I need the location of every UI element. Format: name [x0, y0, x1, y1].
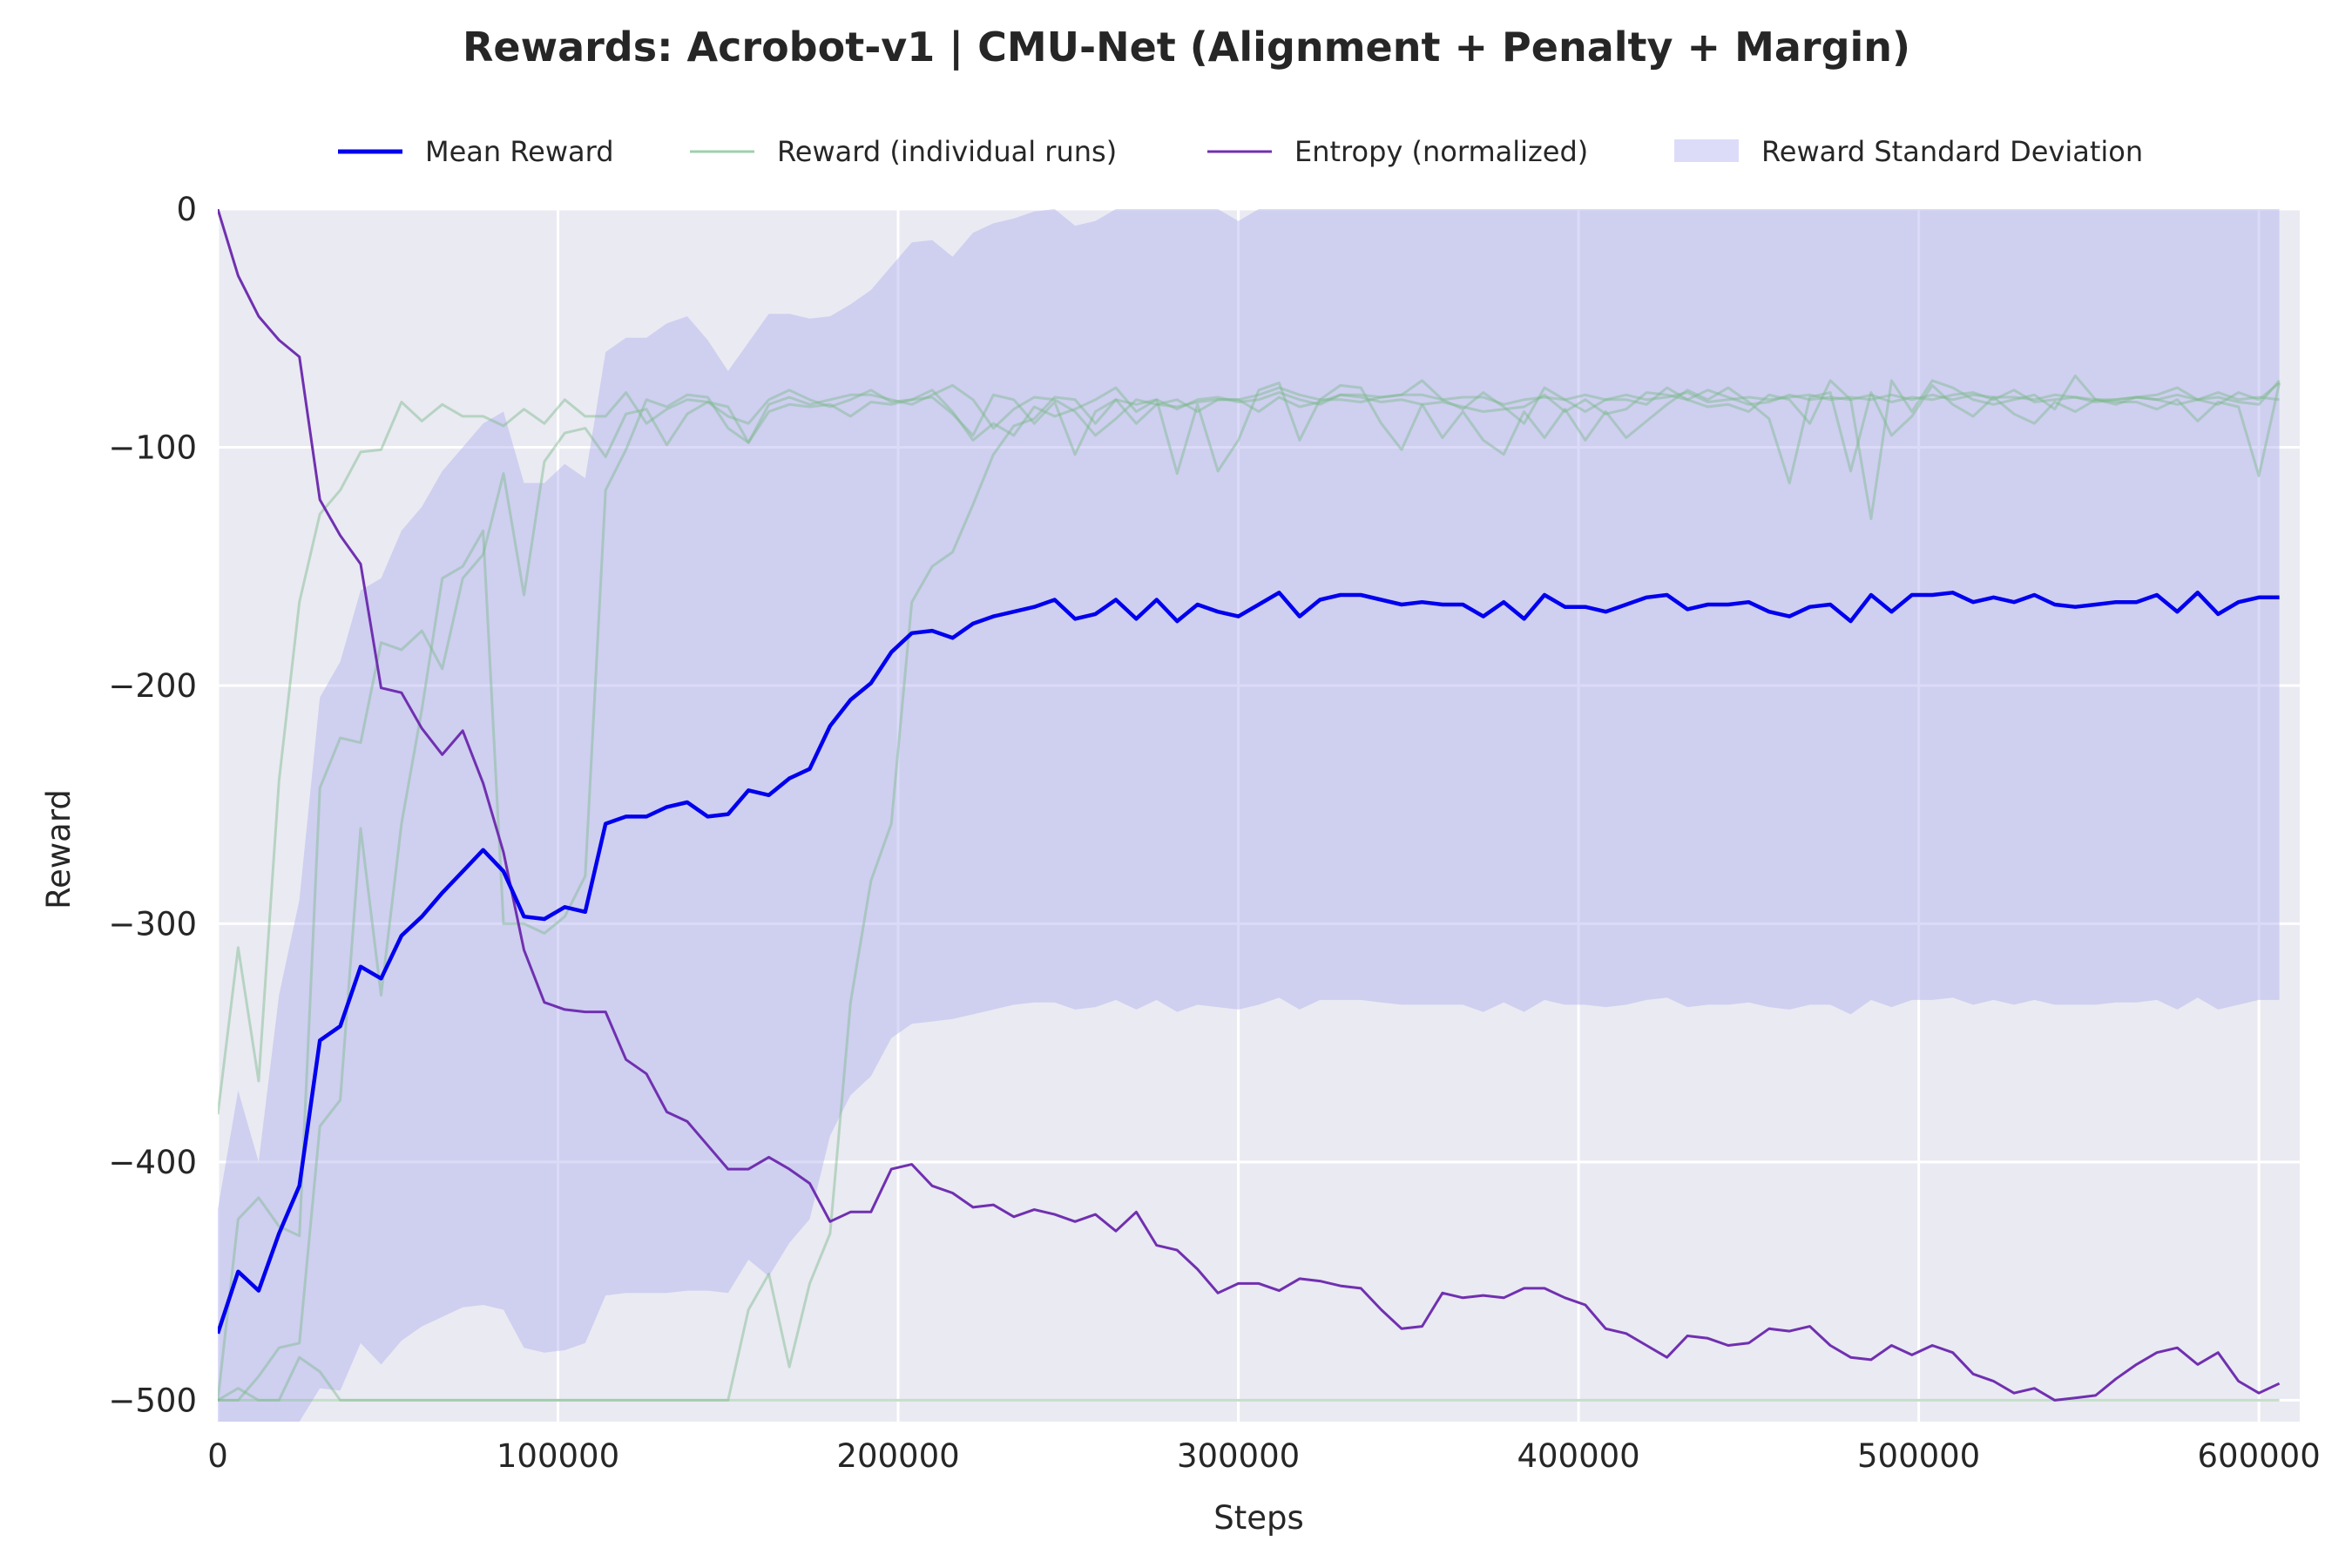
x-tick-label: 500000	[1857, 1437, 1980, 1475]
legend-label-std-deviation: Reward Standard Deviation	[1761, 135, 2143, 168]
entropy-line	[218, 209, 2281, 1402]
x-tick-label: 300000	[1177, 1437, 1300, 1475]
individual-run-line	[218, 382, 2281, 1401]
x-tick-label: 100000	[497, 1437, 619, 1475]
x-tick-label: 600000	[2198, 1437, 2321, 1475]
chart-title: Rewards: Acrobot-v1 | CMU-Net (Alignment…	[463, 24, 1910, 71]
axes: 0 100000 200000 300000 400000 500000 600000 0 −1…	[108, 191, 2320, 1475]
y-tick-label: −400	[108, 1144, 197, 1181]
plot-area	[216, 207, 2300, 1422]
legend-label-individual-runs: Reward (individual runs)	[777, 135, 1117, 168]
y-tick-label: −200	[108, 667, 197, 705]
individual-run-line	[218, 374, 2281, 1402]
y-tick-label: −300	[108, 905, 197, 943]
plot-background	[218, 209, 2300, 1422]
legend-label-mean-reward: Mean Reward	[425, 135, 614, 168]
legend-label-entropy: Entropy (normalized)	[1294, 135, 1588, 168]
std-deviation-band	[218, 209, 2280, 1422]
mean-reward-line	[218, 591, 2280, 1335]
series-group	[218, 209, 2281, 1422]
individual-run-line	[218, 386, 2280, 1115]
individual-run-line	[218, 379, 2281, 1402]
y-axis-label: Reward	[40, 789, 78, 909]
x-tick-label: 200000	[836, 1437, 959, 1475]
x-axis-label: Steps	[1213, 1499, 1304, 1537]
legend: Mean Reward Reward (individual runs) Ent…	[338, 135, 2143, 168]
y-tick-label: −100	[108, 429, 197, 466]
y-tick-label: 0	[176, 191, 197, 228]
x-tick-label: 0	[207, 1437, 228, 1475]
legend-swatch-std-deviation	[1674, 139, 1739, 162]
y-tick-label: −500	[108, 1382, 197, 1419]
x-tick-label: 400000	[1517, 1437, 1639, 1475]
